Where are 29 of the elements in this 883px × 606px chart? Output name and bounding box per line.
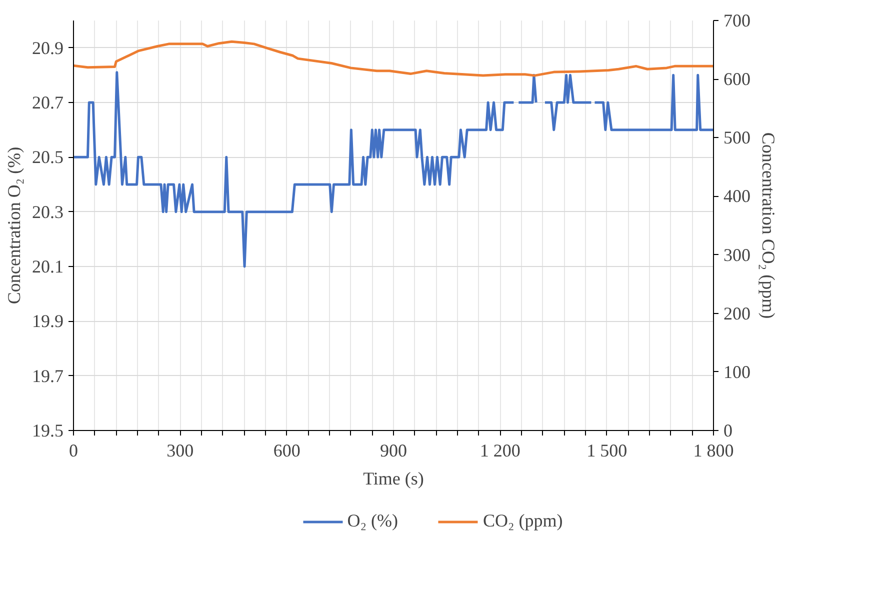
y-tick-label: 20.3 xyxy=(32,202,64,222)
y-tick-label: 20.5 xyxy=(32,147,64,168)
y2-tick-label: 200 xyxy=(724,303,750,324)
y-tick-label: 20.9 xyxy=(32,38,64,58)
y2-tick-label: 0 xyxy=(724,420,732,440)
x-tick-label: 1 200 xyxy=(480,440,520,460)
x-tick-label: 1 800 xyxy=(693,440,734,460)
legend-label: CO₂ (ppm) xyxy=(482,510,563,532)
y-tick-label: 19.7 xyxy=(32,366,64,386)
y2-tick-label: 300 xyxy=(724,244,750,265)
y2-tick-label: 600 xyxy=(724,69,750,90)
y-tick-label: 19.5 xyxy=(32,420,64,440)
y-tick-label: 20.7 xyxy=(32,92,64,112)
y2-axis-title: Concentration CO₂ (ppm) xyxy=(758,132,778,319)
y-tick-label: 20.1 xyxy=(32,256,64,276)
x-axis-title: Time (s) xyxy=(363,468,424,488)
y-axis-title: Concentration O₂ (%) xyxy=(4,146,24,304)
y2-tick-label: 400 xyxy=(724,186,750,206)
x-tick-label: 300 xyxy=(166,440,194,460)
y-tick-label: 19.9 xyxy=(32,311,64,332)
x-tick-label: 900 xyxy=(380,440,407,460)
x-tick-label: 0 xyxy=(69,440,78,460)
x-tick-label: 600 xyxy=(273,440,300,460)
x-tick-label: 1 500 xyxy=(586,440,628,460)
y2-tick-label: 500 xyxy=(724,128,750,148)
y2-tick-label: 700 xyxy=(724,10,750,30)
legend-label: O₂ (%) xyxy=(347,510,398,532)
line-series xyxy=(74,40,714,77)
y2-tick-label: 100 xyxy=(724,362,750,382)
